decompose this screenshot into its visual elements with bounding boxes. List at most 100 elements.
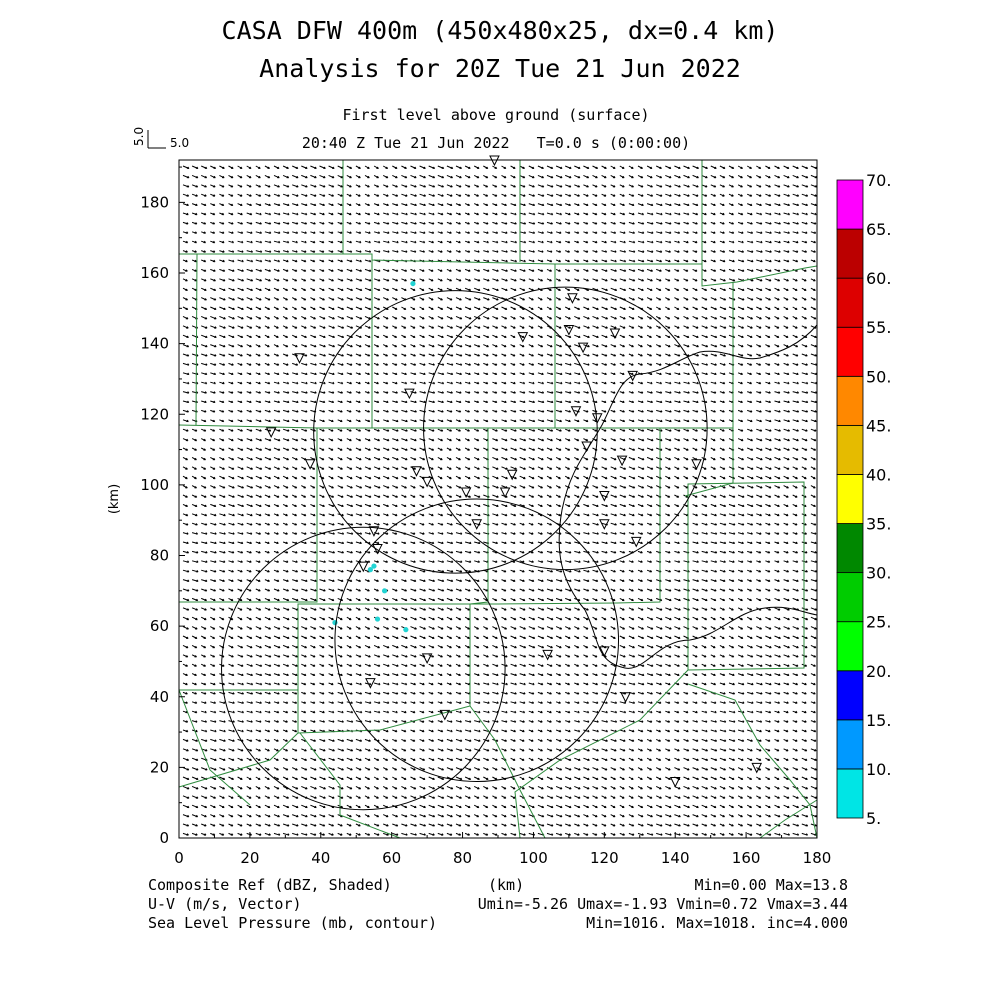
county-line [759,799,818,839]
station-marker [620,692,631,703]
footer-pressure-range: Min=1016. Max=1018. inc=4.000 [586,914,848,932]
county-line [469,705,546,839]
county-line [687,481,805,671]
colorbar-label: 30. [866,564,891,583]
colorbar-segment [836,670,864,721]
colorbar-label: 50. [866,367,891,386]
y-axis-label: (km) [107,484,122,514]
x-tick-label: 0 [174,849,184,867]
county-line [684,282,734,497]
colorbar-label: 25. [866,613,891,632]
colorbar-label: 60. [866,269,891,288]
reflectivity-echo [403,627,409,633]
x-axis-label: (km) [488,876,525,894]
pressure-contours [558,324,818,669]
colorbar-segment [836,326,864,377]
radar-range-ring [423,286,708,571]
reflectivity-echo [374,616,381,622]
y-tick-label: 60 [150,617,169,635]
colorbar-segment [836,424,864,475]
reflectivity-colorbar: 5. 10. 15. 20. 25. 30. 35. 40. 45. 50. 55. 60. 65. 70… [836,171,891,828]
station-marker [460,487,472,499]
station-marker [591,413,603,424]
station-marker [567,293,578,304]
main-title: CASA DFW 400m (450x480x25, dx=0.4 km) [221,16,779,45]
y-tick-label: 100 [140,476,169,494]
y-tick-label: 40 [150,688,169,706]
wind-vectors [182,165,818,836]
station-marker [691,459,702,470]
colorbar-segment [836,719,864,770]
reflectivity-echo [410,280,416,287]
time-subtitle: 20:40 Z Tue 21 Jun 2022 T=0.0 s (0:00:00… [301,134,691,152]
station-marker [581,441,592,453]
vector-key-horizontal-label: 5.0 [170,136,189,150]
colorbar-label: 65. [866,220,891,239]
analysis-title: Analysis for 20Z Tue 21 Jun 2022 [259,54,741,83]
county-line [514,669,689,839]
x-axis: 0 20 40 60 80 100 120 140 160 180 [174,832,831,867]
vector-key-vertical-label: 5.0 [132,127,146,146]
colorbar-label: 70. [866,171,891,190]
station-marker [411,466,422,477]
vector-key [147,130,166,149]
station-marker [471,519,483,530]
colorbar-segment [836,375,864,426]
station-marker [627,370,638,382]
colorbar-segment [836,768,864,819]
station-markers [265,155,763,788]
footer-vector-range: Umin=-5.26 Umax=-1.93 Vmin=0.72 Vmax=3.4… [477,895,848,913]
colorbar-segment [836,277,864,328]
station-marker [439,709,451,721]
station-marker [599,519,610,530]
y-tick-label: 80 [150,547,169,565]
station-marker [304,459,316,470]
reflectivity-echo [371,563,377,569]
pressure-isobar [558,324,818,669]
colorbar-label: 40. [866,465,891,484]
station-marker [630,536,642,548]
y-tick-label: 180 [140,193,169,211]
colorbar-segment [836,621,864,672]
x-tick-label: 180 [803,849,832,867]
level-subtitle: First level above ground (surface) [342,106,650,124]
station-marker [563,325,575,336]
station-marker [358,561,369,573]
station-marker [404,388,415,400]
footer-vector-label: U-V (m/s, Vector) [148,895,302,913]
y-tick-label: 160 [140,264,169,282]
station-marker [599,490,610,502]
colorbar-segment [836,572,864,623]
county-boundaries [178,160,818,839]
station-marker [570,406,582,417]
county-line [687,683,818,839]
footer-reflectivity-range: Min=0.00 Max=13.8 [694,876,848,894]
station-marker [265,427,277,439]
radar-range-rings [221,286,708,811]
station-marker [669,777,681,788]
wind-vector-field [182,165,818,836]
station-marker [421,476,433,488]
station-marker [577,342,589,354]
station-marker [751,762,763,774]
colorbar-label: 20. [866,662,891,681]
y-tick-label: 0 [159,829,169,847]
station-marker [616,455,628,467]
x-tick-label: 80 [453,849,472,867]
colorbar-segment [836,228,864,279]
station-marker [294,353,305,364]
county-line [178,424,733,429]
colorbar-label: 35. [866,515,891,534]
x-tick-label: 160 [732,849,761,867]
station-marker [421,653,433,665]
radar-range-ring [221,526,506,811]
station-marker [609,328,621,340]
station-marker [542,649,553,661]
station-marker [365,678,376,689]
radar-range-ring [313,290,598,574]
y-tick-label: 20 [150,758,169,776]
county-line [178,604,471,788]
county-line [701,264,818,287]
colorbar-label: 5. [866,809,881,828]
